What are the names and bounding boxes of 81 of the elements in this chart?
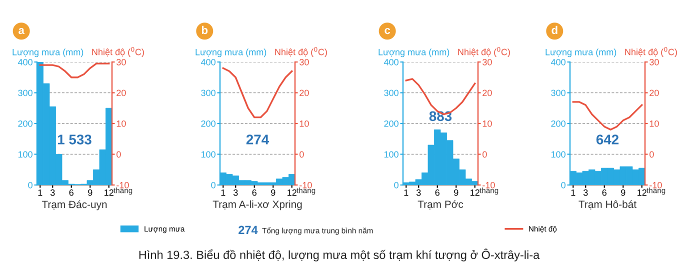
y-tick-label: 100 [201, 151, 216, 158]
y2-tick-label: -10 [650, 182, 662, 188]
x-tick-label: 12 [288, 189, 296, 196]
x-tick-label: 12 [470, 189, 480, 196]
y2-tick-label: 30 [650, 58, 659, 66]
x-tick-label: 1 [404, 190, 408, 196]
y-tick-label: 400 [18, 58, 32, 66]
x-tick-label: 9 [621, 189, 626, 196]
x-tick-label: 3 [233, 189, 238, 196]
y-tick-label: 100 [384, 151, 398, 158]
y-axis-title: Lượng mưa (mm) [12, 48, 84, 58]
annotation: 274 [246, 134, 270, 144]
y-tick-label: 400 [200, 58, 216, 66]
y2-axis-title: Nhiệt độ ($^{0}$C) [92, 46, 144, 57]
y-tick-label: 300 [551, 90, 566, 96]
chart-title: a [18, 28, 24, 34]
y-tick-label: 0 [394, 182, 398, 188]
x-tick-label: 1 [38, 190, 42, 196]
x-tick-label: 6 [252, 189, 256, 196]
y2-tick-label: 10 [116, 120, 126, 127]
y2-tick-label: 10 [482, 120, 492, 127]
x-tick-label: 9 [88, 189, 92, 196]
x-tick-label: 9 [454, 189, 458, 196]
y-tick-label: 300 [384, 90, 398, 96]
x-tick-label: 6 [69, 189, 74, 196]
x-tick-label: 1 [571, 190, 576, 196]
x-tick-label: 3 [50, 189, 55, 196]
y2-axis-title: Nhiệt độ ($^{0}$C) [625, 46, 677, 57]
y-tick-label: 100 [551, 151, 566, 158]
y2-tick-label: 30 [300, 58, 309, 66]
y-axis-title: Lượng mưa (mm) [378, 48, 450, 58]
x-tick-label: 6 [435, 189, 440, 196]
annotation: 642 [596, 134, 619, 144]
x-tick-label: 12 [104, 189, 114, 196]
chart-title: b [202, 26, 208, 34]
y-axis-title: Lượng mưa (mm) [546, 48, 616, 58]
y-tick-label: 200 [18, 120, 32, 127]
x-axis-title: Trạm Hô-bát [578, 200, 636, 210]
x-tick-label: 9 [271, 189, 276, 196]
y-tick-label: 300 [201, 90, 216, 96]
chart-title: d [552, 26, 558, 34]
y2-tick-label: 0 [650, 151, 654, 158]
x-tick-label: 6 [602, 189, 606, 196]
text: 274 [238, 226, 258, 234]
y2-tick-label: 0 [116, 151, 121, 158]
y2-tick-label: 20 [650, 90, 659, 96]
y-tick-label: 200 [201, 120, 216, 127]
y-tick-label: 400 [550, 58, 566, 66]
y2-tick-label: 20 [300, 90, 309, 96]
text: Hình 19.3. Biểu đồ nhiệt độ, lượng mưa một số trạm khí tượng ở Ô-xtrây-li-a [139, 248, 540, 262]
chart-title: c [384, 28, 390, 34]
x-axis-title: Trạm A-li-xơ Xpring [212, 200, 302, 210]
y2-tick-label: 20 [482, 90, 492, 96]
y2-tick-label: -10 [116, 182, 129, 188]
x-tick-label: 1 [221, 190, 226, 196]
y2-tick-label: 10 [650, 120, 659, 127]
y-tick-label: 200 [551, 120, 566, 127]
x-axis-title: Trạm Pớc [418, 200, 464, 210]
x-tick-label: 12 [638, 189, 646, 196]
y2-tick-label: 30 [116, 58, 126, 66]
y2-axis-title: Nhiệt độ ($^{0}$C) [458, 46, 510, 57]
y-tick-label: 400 [384, 58, 398, 66]
y2-tick-label: 10 [300, 120, 309, 127]
y2-tick-label: 30 [482, 58, 492, 66]
annotation: 1 533 [58, 134, 92, 144]
y-axis-title: Lượng mưa (mm) [196, 48, 266, 58]
y-tick-label: 0 [28, 182, 32, 188]
y2-tick-label: 0 [300, 151, 304, 158]
x-tick-label: 3 [583, 189, 588, 196]
y-tick-label: 200 [384, 120, 398, 127]
y2-tick-label: -10 [482, 182, 495, 188]
x-axis-title: Trạm Đác-uyn [42, 200, 107, 210]
y-tick-label: 100 [18, 151, 32, 158]
y2-tick-label: 0 [482, 151, 487, 158]
y2-tick-label: 20 [116, 90, 126, 96]
y2-tick-label: -10 [300, 182, 312, 188]
x-tick-label: 3 [416, 189, 421, 196]
y-tick-label: 300 [18, 90, 32, 96]
y-tick-label: 0 [561, 182, 566, 188]
y-tick-label: 0 [211, 182, 216, 188]
y2-axis-title: Nhiệt độ ($^{0}$C) [275, 46, 327, 57]
